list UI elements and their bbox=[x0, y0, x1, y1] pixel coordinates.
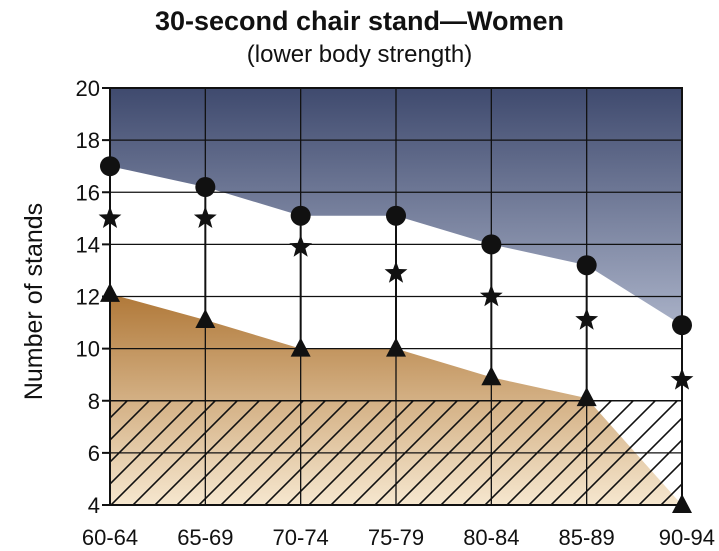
y-axis-ticks: 4 6 8 10 12 14 16 18 20 bbox=[76, 76, 110, 518]
point-star bbox=[193, 206, 217, 228]
point-star bbox=[479, 284, 503, 307]
point-circle bbox=[481, 234, 502, 255]
y-tick-label: 6 bbox=[88, 441, 100, 466]
point-star bbox=[98, 206, 122, 228]
point-triangle bbox=[195, 308, 216, 328]
point-circle bbox=[195, 177, 216, 198]
x-tick-label: 85-89 bbox=[559, 525, 615, 550]
x-tick-label: 65-69 bbox=[177, 525, 233, 550]
point-star bbox=[384, 261, 408, 283]
y-tick-label: 18 bbox=[76, 128, 100, 153]
markers bbox=[98, 156, 694, 513]
point-circle bbox=[100, 156, 120, 177]
point-star bbox=[575, 308, 599, 330]
point-circle bbox=[290, 205, 311, 226]
point-star bbox=[289, 235, 313, 257]
x-tick-label: 75-79 bbox=[368, 525, 424, 550]
chart-title: 30-second chair stand—Women bbox=[154, 6, 565, 36]
point-triangle bbox=[386, 337, 406, 357]
y-tick-label: 20 bbox=[76, 76, 100, 101]
x-tick-label: 90-94 bbox=[659, 525, 715, 550]
point-triangle bbox=[672, 494, 692, 513]
y-tick-label: 8 bbox=[88, 389, 100, 414]
x-tick-label: 60-64 bbox=[82, 525, 138, 550]
point-triangle bbox=[290, 337, 311, 357]
chart-subtitle: (lower body strength) bbox=[246, 41, 473, 68]
point-circle bbox=[576, 255, 597, 276]
point-circle bbox=[386, 205, 406, 226]
point-circle bbox=[672, 315, 692, 336]
y-axis-label: Number of stands bbox=[20, 203, 48, 400]
y-tick-label: 12 bbox=[76, 285, 100, 310]
x-tick-label: 80-84 bbox=[463, 525, 519, 550]
point-star bbox=[670, 367, 694, 390]
y-tick-label: 4 bbox=[88, 493, 100, 518]
y-tick-label: 16 bbox=[76, 180, 100, 205]
y-tick-label: 10 bbox=[76, 337, 100, 362]
y-tick-label: 14 bbox=[76, 232, 100, 257]
point-triangle bbox=[481, 366, 502, 386]
point-triangle bbox=[576, 387, 597, 407]
x-axis-ticks: 60-64 65-69 70-74 75-79 80-84 85-89 90-94 bbox=[82, 525, 715, 550]
x-tick-label: 70-74 bbox=[273, 525, 329, 550]
